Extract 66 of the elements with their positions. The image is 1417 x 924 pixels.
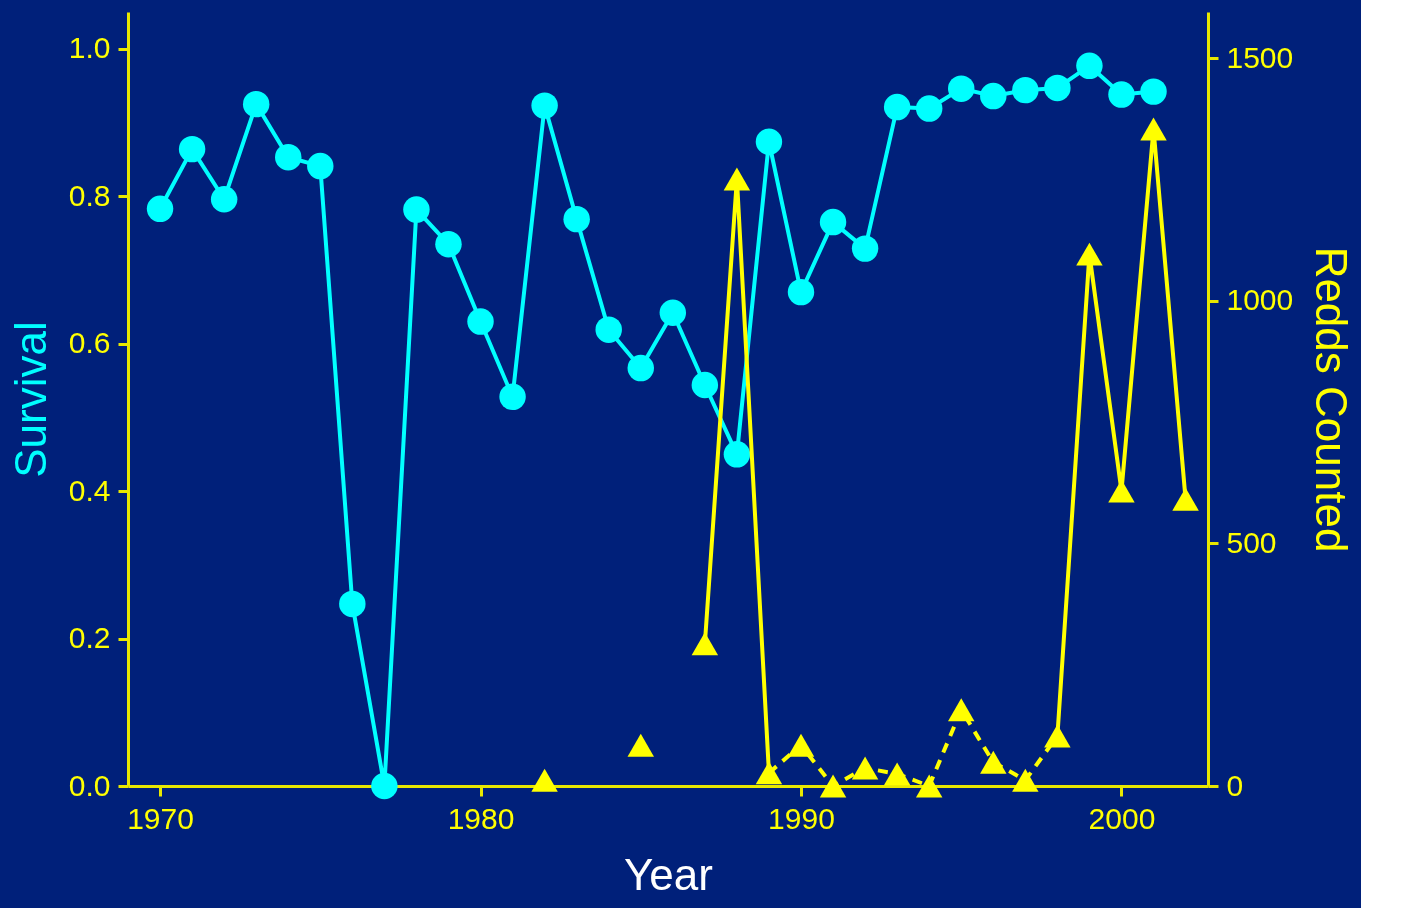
- point: [307, 152, 334, 180]
- point: [787, 278, 815, 306]
- y2-axis-title: Redds Counted: [1307, 246, 1357, 553]
- y2-tick-label: 1000: [1226, 283, 1294, 317]
- point: [980, 750, 1007, 774]
- point: [691, 371, 719, 399]
- point: [755, 128, 783, 155]
- point: [146, 195, 174, 223]
- point: [467, 308, 494, 335]
- point: [1012, 76, 1039, 104]
- point: [435, 231, 462, 258]
- point: [1076, 242, 1103, 266]
- y-tick-label: 0.2: [68, 621, 111, 655]
- y2-tick-label: 500: [1226, 525, 1277, 559]
- point: [1044, 724, 1071, 748]
- x-tick-label: 1980: [447, 801, 515, 835]
- point: [883, 762, 911, 786]
- point: [723, 167, 751, 191]
- point: [787, 733, 815, 757]
- point: [755, 761, 783, 785]
- point: [1172, 487, 1199, 511]
- point: [178, 135, 206, 163]
- point: [499, 383, 526, 410]
- point: [883, 93, 911, 121]
- point: [339, 590, 366, 618]
- point: [948, 698, 975, 722]
- point: [595, 316, 622, 343]
- point: [1044, 74, 1071, 102]
- point: [627, 354, 654, 382]
- point: [275, 144, 302, 171]
- point: [851, 756, 879, 780]
- point: [819, 208, 847, 236]
- point: [371, 772, 398, 800]
- point: [1012, 768, 1039, 792]
- point: [627, 733, 654, 757]
- point: [819, 774, 847, 798]
- point: [531, 92, 558, 119]
- point: [723, 441, 751, 468]
- x-tick-label: 2000: [1088, 801, 1156, 835]
- x-tick-label: 1990: [768, 801, 835, 835]
- y2-tick-label: 0: [1226, 768, 1244, 802]
- point: [1140, 117, 1167, 141]
- point: [851, 235, 879, 262]
- point: [915, 95, 943, 122]
- point: [403, 196, 430, 223]
- point: [691, 632, 719, 656]
- point: [210, 186, 238, 213]
- point: [563, 205, 590, 233]
- x-tick-label: 1970: [127, 801, 194, 835]
- point: [915, 774, 943, 798]
- x-axis-title: Year: [624, 849, 713, 899]
- point: [1076, 52, 1103, 80]
- y-tick-label: 0.8: [68, 178, 111, 212]
- point: [1140, 78, 1167, 105]
- y2-tick-label: 1500: [1226, 40, 1294, 74]
- y-tick-label: 0.0: [68, 768, 111, 802]
- point: [1108, 81, 1135, 108]
- y-tick-label: 0.6: [68, 326, 111, 360]
- y-tick-label: 0.4: [68, 473, 111, 507]
- point: [980, 82, 1007, 110]
- y-tick-label: 1.0: [68, 31, 111, 65]
- y-axis-title: Survival: [5, 321, 55, 478]
- point: [659, 299, 687, 326]
- point: [531, 768, 558, 792]
- point: [948, 75, 975, 102]
- point: [242, 90, 270, 118]
